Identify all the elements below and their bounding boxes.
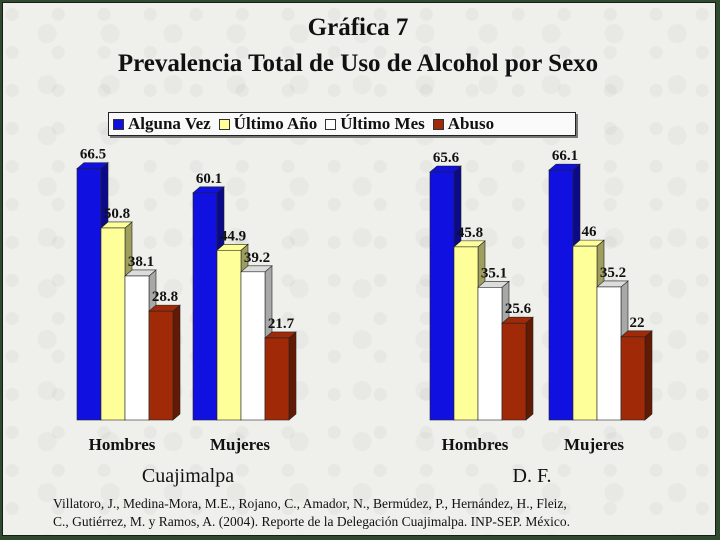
bar xyxy=(100,227,126,421)
legend-item-alguna-vez: Alguna Vez xyxy=(113,114,211,134)
data-label: 46 xyxy=(582,224,598,240)
bar xyxy=(501,322,527,421)
category-label: Hombres xyxy=(442,435,509,454)
bar xyxy=(548,169,574,421)
bar xyxy=(216,249,242,421)
bar xyxy=(596,286,622,421)
data-label: 66.1 xyxy=(552,148,578,164)
legend-label: Alguna Vez xyxy=(128,114,211,133)
data-label: 38.1 xyxy=(128,254,154,270)
bar-side xyxy=(288,331,297,421)
chart-title: Gráfica 7 xyxy=(307,14,409,41)
legend: Alguna Vez Último Año Último Mes Abuso xyxy=(108,112,576,136)
citation-line-2: C., Gutiérrez, M. y Ramos, A. (2004). Re… xyxy=(53,514,571,529)
legend-swatch xyxy=(432,118,444,130)
bar xyxy=(240,271,266,421)
category-label: Mujeres xyxy=(564,435,624,454)
bar xyxy=(429,171,455,421)
legend-item-ultimo-ano: Último Año xyxy=(218,114,318,134)
bar xyxy=(76,168,102,421)
chart-subtitle: Prevalencia Total de Uso de Alcohol por … xyxy=(117,50,599,77)
bar xyxy=(124,275,150,421)
data-label: 65.6 xyxy=(433,150,460,166)
bar xyxy=(477,287,503,421)
data-label: 25.6 xyxy=(505,301,532,317)
group-label: Cuajimalpa xyxy=(142,465,234,487)
data-label: 44.9 xyxy=(220,228,246,244)
bar xyxy=(192,192,218,421)
bar xyxy=(572,245,598,421)
data-label: 21.7 xyxy=(268,316,295,332)
bar xyxy=(620,336,646,421)
legend-label: Abuso xyxy=(447,114,495,133)
data-label: 28.8 xyxy=(152,289,178,305)
bar xyxy=(148,310,174,421)
legend-label: Último Año xyxy=(233,114,318,133)
bar xyxy=(264,337,290,421)
data-label: 35.1 xyxy=(481,265,507,281)
category-label: Mujeres xyxy=(210,435,270,454)
bar xyxy=(453,246,479,421)
category-label: Hombres xyxy=(89,435,156,454)
source-citation: Villatoro, J., Medina-Mora, M.E., Rojano… xyxy=(53,495,693,531)
data-label: 45.8 xyxy=(457,225,483,241)
data-label: 39.2 xyxy=(244,250,270,266)
data-label: 50.8 xyxy=(104,206,130,222)
bar-side xyxy=(172,304,181,421)
legend-item-abuso: Abuso xyxy=(432,114,495,134)
legend-swatch xyxy=(325,118,337,130)
citation-line-1: Villatoro, J., Medina-Mora, M.E., Rojano… xyxy=(53,496,567,511)
group-label: D. F. xyxy=(513,465,552,487)
data-label: 35.2 xyxy=(600,265,626,281)
data-label: 66.5 xyxy=(80,147,106,163)
data-label: 22 xyxy=(630,315,645,331)
legend-swatch xyxy=(218,118,230,130)
legend-label: Último Mes xyxy=(340,114,425,133)
legend-item-ultimo-mes: Último Mes xyxy=(325,114,425,134)
data-label: 60.1 xyxy=(196,171,222,187)
legend-swatch xyxy=(113,118,124,130)
bar-side xyxy=(644,330,653,421)
bar-side xyxy=(525,316,534,421)
